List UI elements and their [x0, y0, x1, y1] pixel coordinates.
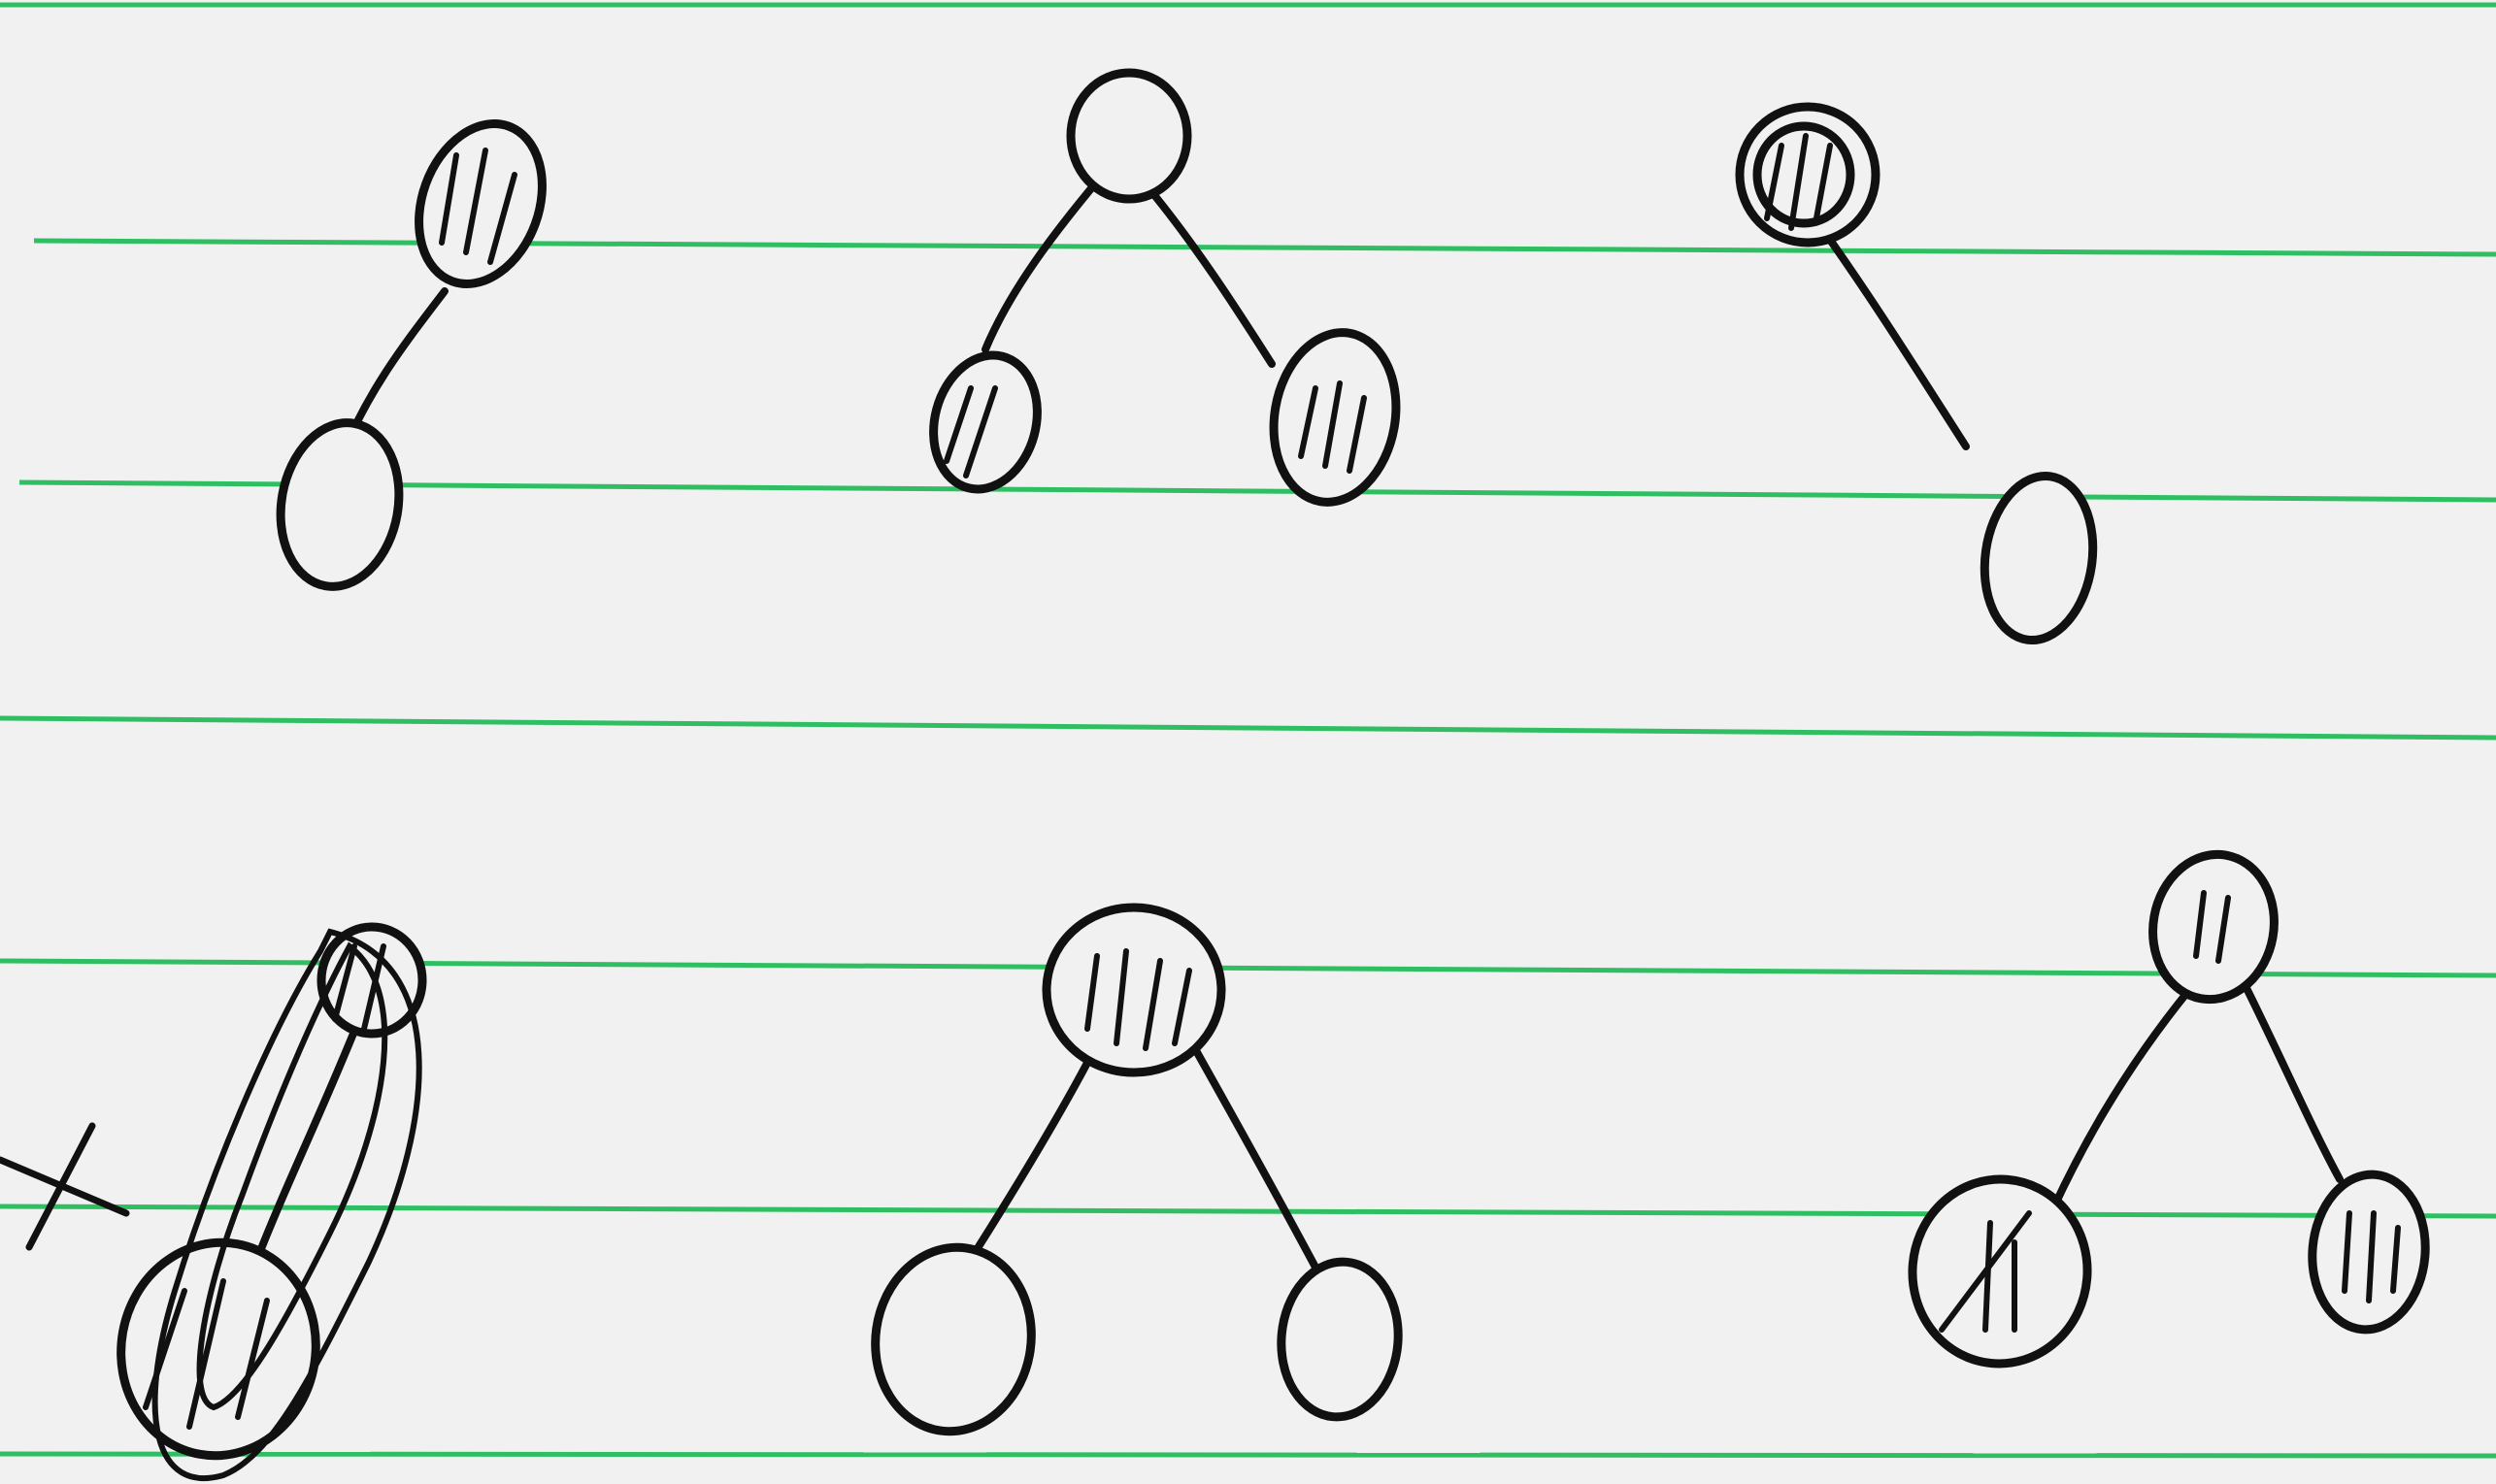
tree-node-empty	[276, 418, 404, 591]
tree-node-hatched	[2148, 849, 2279, 1005]
tree-diagram-6	[1908, 849, 2430, 1369]
hatch-mark	[235, 1298, 270, 1420]
tree-edge	[1185, 1035, 1324, 1280]
tree-node-hatched	[1908, 1174, 2092, 1369]
hatch-mark	[1114, 948, 1129, 1046]
hatch-mark	[1788, 133, 1809, 231]
hatch-mark	[1764, 143, 1784, 221]
tree-edge	[2049, 986, 2193, 1212]
hatch-mark	[2215, 895, 2231, 964]
hatch-mark	[944, 385, 974, 464]
hatch-mark	[2342, 1210, 2352, 1294]
hatch-mark	[963, 385, 998, 478]
tree-diagram-1	[276, 119, 547, 591]
tree-edge	[2239, 976, 2344, 1183]
hatch-mark	[1813, 143, 1833, 226]
tree-node-empty	[1980, 471, 2098, 645]
tree-node-hatched	[1042, 903, 1226, 1077]
hatch-mark	[332, 943, 357, 1022]
hatch-mark	[2193, 890, 2207, 959]
tree-diagram-5	[871, 903, 1403, 1436]
hatch-mark	[2366, 1210, 2377, 1303]
crossing-loop	[196, 941, 388, 1411]
hatch-mark	[1084, 953, 1100, 1032]
crossing-loop	[151, 928, 422, 1482]
hatch-mark	[1982, 1220, 1993, 1333]
hatch-mark	[439, 152, 459, 246]
cross-mark-stroke	[25, 1122, 96, 1251]
hatch-mark	[487, 172, 517, 265]
tree-node-empty	[1066, 68, 1192, 204]
ruled-line	[0, 715, 2496, 741]
tree-diagram-3	[1735, 102, 2098, 645]
tree-node-empty	[871, 1242, 1036, 1436]
hatch-mark	[2390, 1225, 2401, 1294]
hatch-mark	[186, 1278, 226, 1430]
hatch-mark	[463, 148, 488, 255]
tree-edge	[962, 1059, 1091, 1270]
ruled-line	[0, 1451, 2496, 1459]
hatch-mark	[1298, 385, 1318, 459]
hatch-mark	[1322, 380, 1343, 469]
tree-edge	[249, 1015, 363, 1275]
tree-edge	[982, 166, 1111, 353]
tree-diagram-4-crossed-out	[0, 922, 427, 1482]
tree-node-hatched	[415, 119, 547, 288]
ruled-line	[0, 1204, 2496, 1219]
tree-diagram-2	[929, 68, 1401, 507]
hatch-mark	[1172, 968, 1192, 1046]
tree-edge	[1142, 181, 1276, 368]
hatch-mark	[1143, 958, 1163, 1051]
tree-edge	[1821, 229, 1970, 450]
tree-node-empty	[1277, 1257, 1403, 1422]
hatch-mark	[143, 1288, 187, 1410]
hatch-mark	[1347, 395, 1367, 474]
